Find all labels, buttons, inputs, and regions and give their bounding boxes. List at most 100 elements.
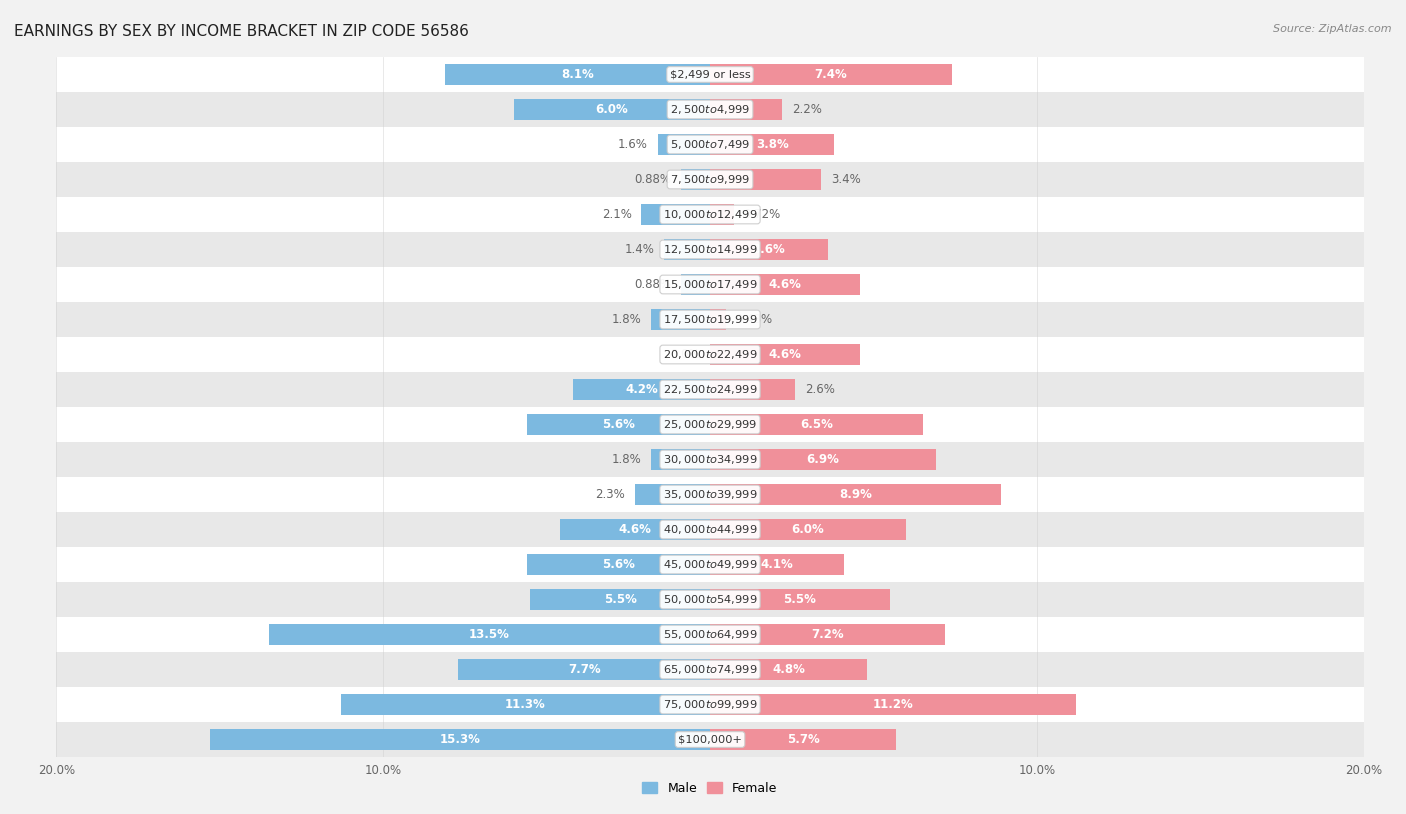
Text: Source: ZipAtlas.com: Source: ZipAtlas.com: [1274, 24, 1392, 34]
Bar: [651, 309, 710, 330]
Bar: [710, 729, 897, 750]
Bar: [682, 274, 710, 295]
Bar: [641, 204, 710, 225]
Bar: [710, 134, 834, 155]
Text: $7,500 to $9,999: $7,500 to $9,999: [671, 173, 749, 186]
Text: 5.7%: 5.7%: [787, 733, 820, 746]
Bar: [710, 344, 860, 365]
Bar: [56, 687, 1364, 722]
Text: 5.5%: 5.5%: [783, 593, 817, 606]
Bar: [56, 407, 1364, 442]
Text: 13.5%: 13.5%: [470, 628, 510, 641]
Text: 11.2%: 11.2%: [873, 698, 914, 711]
Text: 7.4%: 7.4%: [814, 68, 848, 81]
Text: 4.8%: 4.8%: [772, 663, 804, 676]
Bar: [56, 232, 1364, 267]
Bar: [710, 379, 794, 400]
Bar: [56, 267, 1364, 302]
Text: $25,000 to $29,999: $25,000 to $29,999: [662, 418, 758, 431]
Bar: [710, 624, 945, 645]
Bar: [572, 379, 710, 400]
Bar: [56, 477, 1364, 512]
Text: 6.0%: 6.0%: [596, 103, 628, 116]
Bar: [56, 162, 1364, 197]
Text: 2.3%: 2.3%: [595, 488, 626, 501]
Bar: [56, 722, 1364, 757]
Text: 2.1%: 2.1%: [602, 208, 631, 221]
Bar: [710, 239, 828, 260]
Text: 7.2%: 7.2%: [811, 628, 844, 641]
Text: 0.88%: 0.88%: [634, 278, 672, 291]
Bar: [710, 274, 860, 295]
Text: $55,000 to $64,999: $55,000 to $64,999: [662, 628, 758, 641]
Bar: [710, 449, 935, 470]
Bar: [56, 442, 1364, 477]
Bar: [710, 64, 952, 85]
Bar: [209, 729, 710, 750]
Bar: [560, 519, 710, 540]
Bar: [658, 134, 710, 155]
Bar: [527, 414, 710, 435]
Text: 1.4%: 1.4%: [624, 243, 654, 256]
Text: $40,000 to $44,999: $40,000 to $44,999: [662, 523, 758, 536]
Bar: [56, 372, 1364, 407]
Bar: [710, 169, 821, 190]
Text: 0.48%: 0.48%: [735, 313, 773, 326]
Text: $100,000+: $100,000+: [678, 734, 742, 745]
Text: $75,000 to $99,999: $75,000 to $99,999: [662, 698, 758, 711]
Bar: [56, 547, 1364, 582]
Text: 4.6%: 4.6%: [769, 348, 801, 361]
Bar: [340, 694, 710, 715]
Bar: [527, 554, 710, 575]
Text: 5.5%: 5.5%: [603, 593, 637, 606]
Text: 7.7%: 7.7%: [568, 663, 600, 676]
Bar: [56, 617, 1364, 652]
Bar: [651, 449, 710, 470]
Bar: [56, 197, 1364, 232]
Bar: [458, 659, 710, 680]
Bar: [446, 64, 710, 85]
Bar: [515, 99, 710, 120]
Text: 3.8%: 3.8%: [756, 138, 789, 151]
Text: 6.9%: 6.9%: [807, 453, 839, 466]
Legend: Male, Female: Male, Female: [637, 777, 783, 800]
Text: 8.9%: 8.9%: [839, 488, 872, 501]
Text: 5.6%: 5.6%: [602, 418, 636, 431]
Text: $35,000 to $39,999: $35,000 to $39,999: [662, 488, 758, 501]
Text: $45,000 to $49,999: $45,000 to $49,999: [662, 558, 758, 571]
Text: 4.1%: 4.1%: [761, 558, 793, 571]
Bar: [56, 337, 1364, 372]
Text: $17,500 to $19,999: $17,500 to $19,999: [662, 313, 758, 326]
Text: 2.6%: 2.6%: [804, 383, 835, 396]
Text: $22,500 to $24,999: $22,500 to $24,999: [662, 383, 758, 396]
Bar: [636, 484, 710, 505]
Bar: [56, 652, 1364, 687]
Bar: [269, 624, 710, 645]
Text: $5,000 to $7,499: $5,000 to $7,499: [671, 138, 749, 151]
Text: $50,000 to $54,999: $50,000 to $54,999: [662, 593, 758, 606]
Bar: [56, 127, 1364, 162]
Text: 8.1%: 8.1%: [561, 68, 593, 81]
Text: $2,499 or less: $2,499 or less: [669, 69, 751, 80]
Text: $2,500 to $4,999: $2,500 to $4,999: [671, 103, 749, 116]
Bar: [710, 589, 890, 610]
Text: 4.6%: 4.6%: [769, 278, 801, 291]
Bar: [56, 302, 1364, 337]
Bar: [710, 414, 922, 435]
Text: 6.5%: 6.5%: [800, 418, 832, 431]
Text: EARNINGS BY SEX BY INCOME BRACKET IN ZIP CODE 56586: EARNINGS BY SEX BY INCOME BRACKET IN ZIP…: [14, 24, 470, 39]
Text: $20,000 to $22,499: $20,000 to $22,499: [662, 348, 758, 361]
Text: 4.2%: 4.2%: [626, 383, 658, 396]
Text: 0.72%: 0.72%: [744, 208, 780, 221]
Bar: [710, 484, 1001, 505]
Bar: [710, 309, 725, 330]
Bar: [710, 659, 868, 680]
Text: 6.0%: 6.0%: [792, 523, 824, 536]
Bar: [710, 694, 1076, 715]
Text: $30,000 to $34,999: $30,000 to $34,999: [662, 453, 758, 466]
Text: 4.6%: 4.6%: [619, 523, 651, 536]
Text: 11.3%: 11.3%: [505, 698, 546, 711]
Bar: [530, 589, 710, 610]
Text: 1.8%: 1.8%: [612, 313, 641, 326]
Text: $12,500 to $14,999: $12,500 to $14,999: [662, 243, 758, 256]
